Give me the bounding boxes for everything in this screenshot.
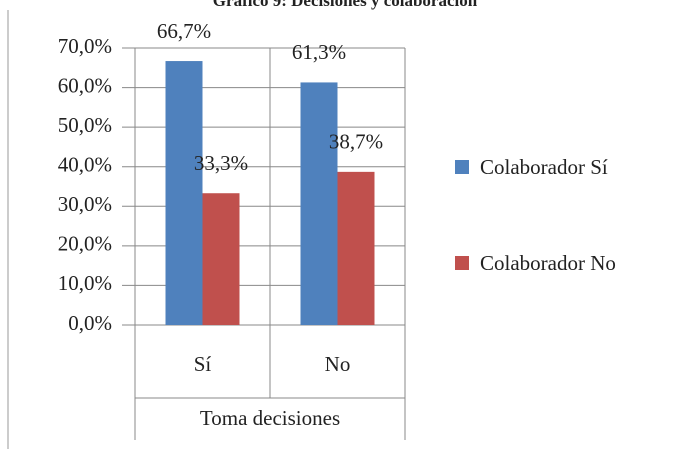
x-tick-label: No <box>325 352 351 376</box>
y-tick-label: 70,0% <box>58 34 112 58</box>
bar <box>300 82 338 325</box>
y-tick-label: 60,0% <box>58 73 112 97</box>
chart-title: Gráfico 9: Decisiones y colaboración <box>213 0 478 10</box>
y-tick-label: 30,0% <box>58 192 112 216</box>
y-tick-label: 50,0% <box>58 113 112 137</box>
data-label: 66,7% <box>157 19 211 43</box>
data-label: 61,3% <box>292 40 346 64</box>
y-tick-label: 0,0% <box>68 311 112 335</box>
legend-swatch <box>455 256 469 270</box>
data-label: 38,7% <box>329 130 383 154</box>
data-label: 33,3% <box>194 151 248 175</box>
bar <box>337 171 375 325</box>
y-tick-label: 20,0% <box>58 232 112 256</box>
x-tick-label: Sí <box>194 352 212 376</box>
legend-swatch <box>455 160 469 174</box>
bar <box>165 61 203 326</box>
x-group-label: Toma decisiones <box>200 406 340 430</box>
y-tick-label: 10,0% <box>58 271 112 295</box>
y-tick-label: 40,0% <box>58 153 112 177</box>
bar <box>202 193 240 325</box>
legend-label: Colaborador No <box>480 251 616 275</box>
legend-label: Colaborador Sí <box>480 155 608 179</box>
